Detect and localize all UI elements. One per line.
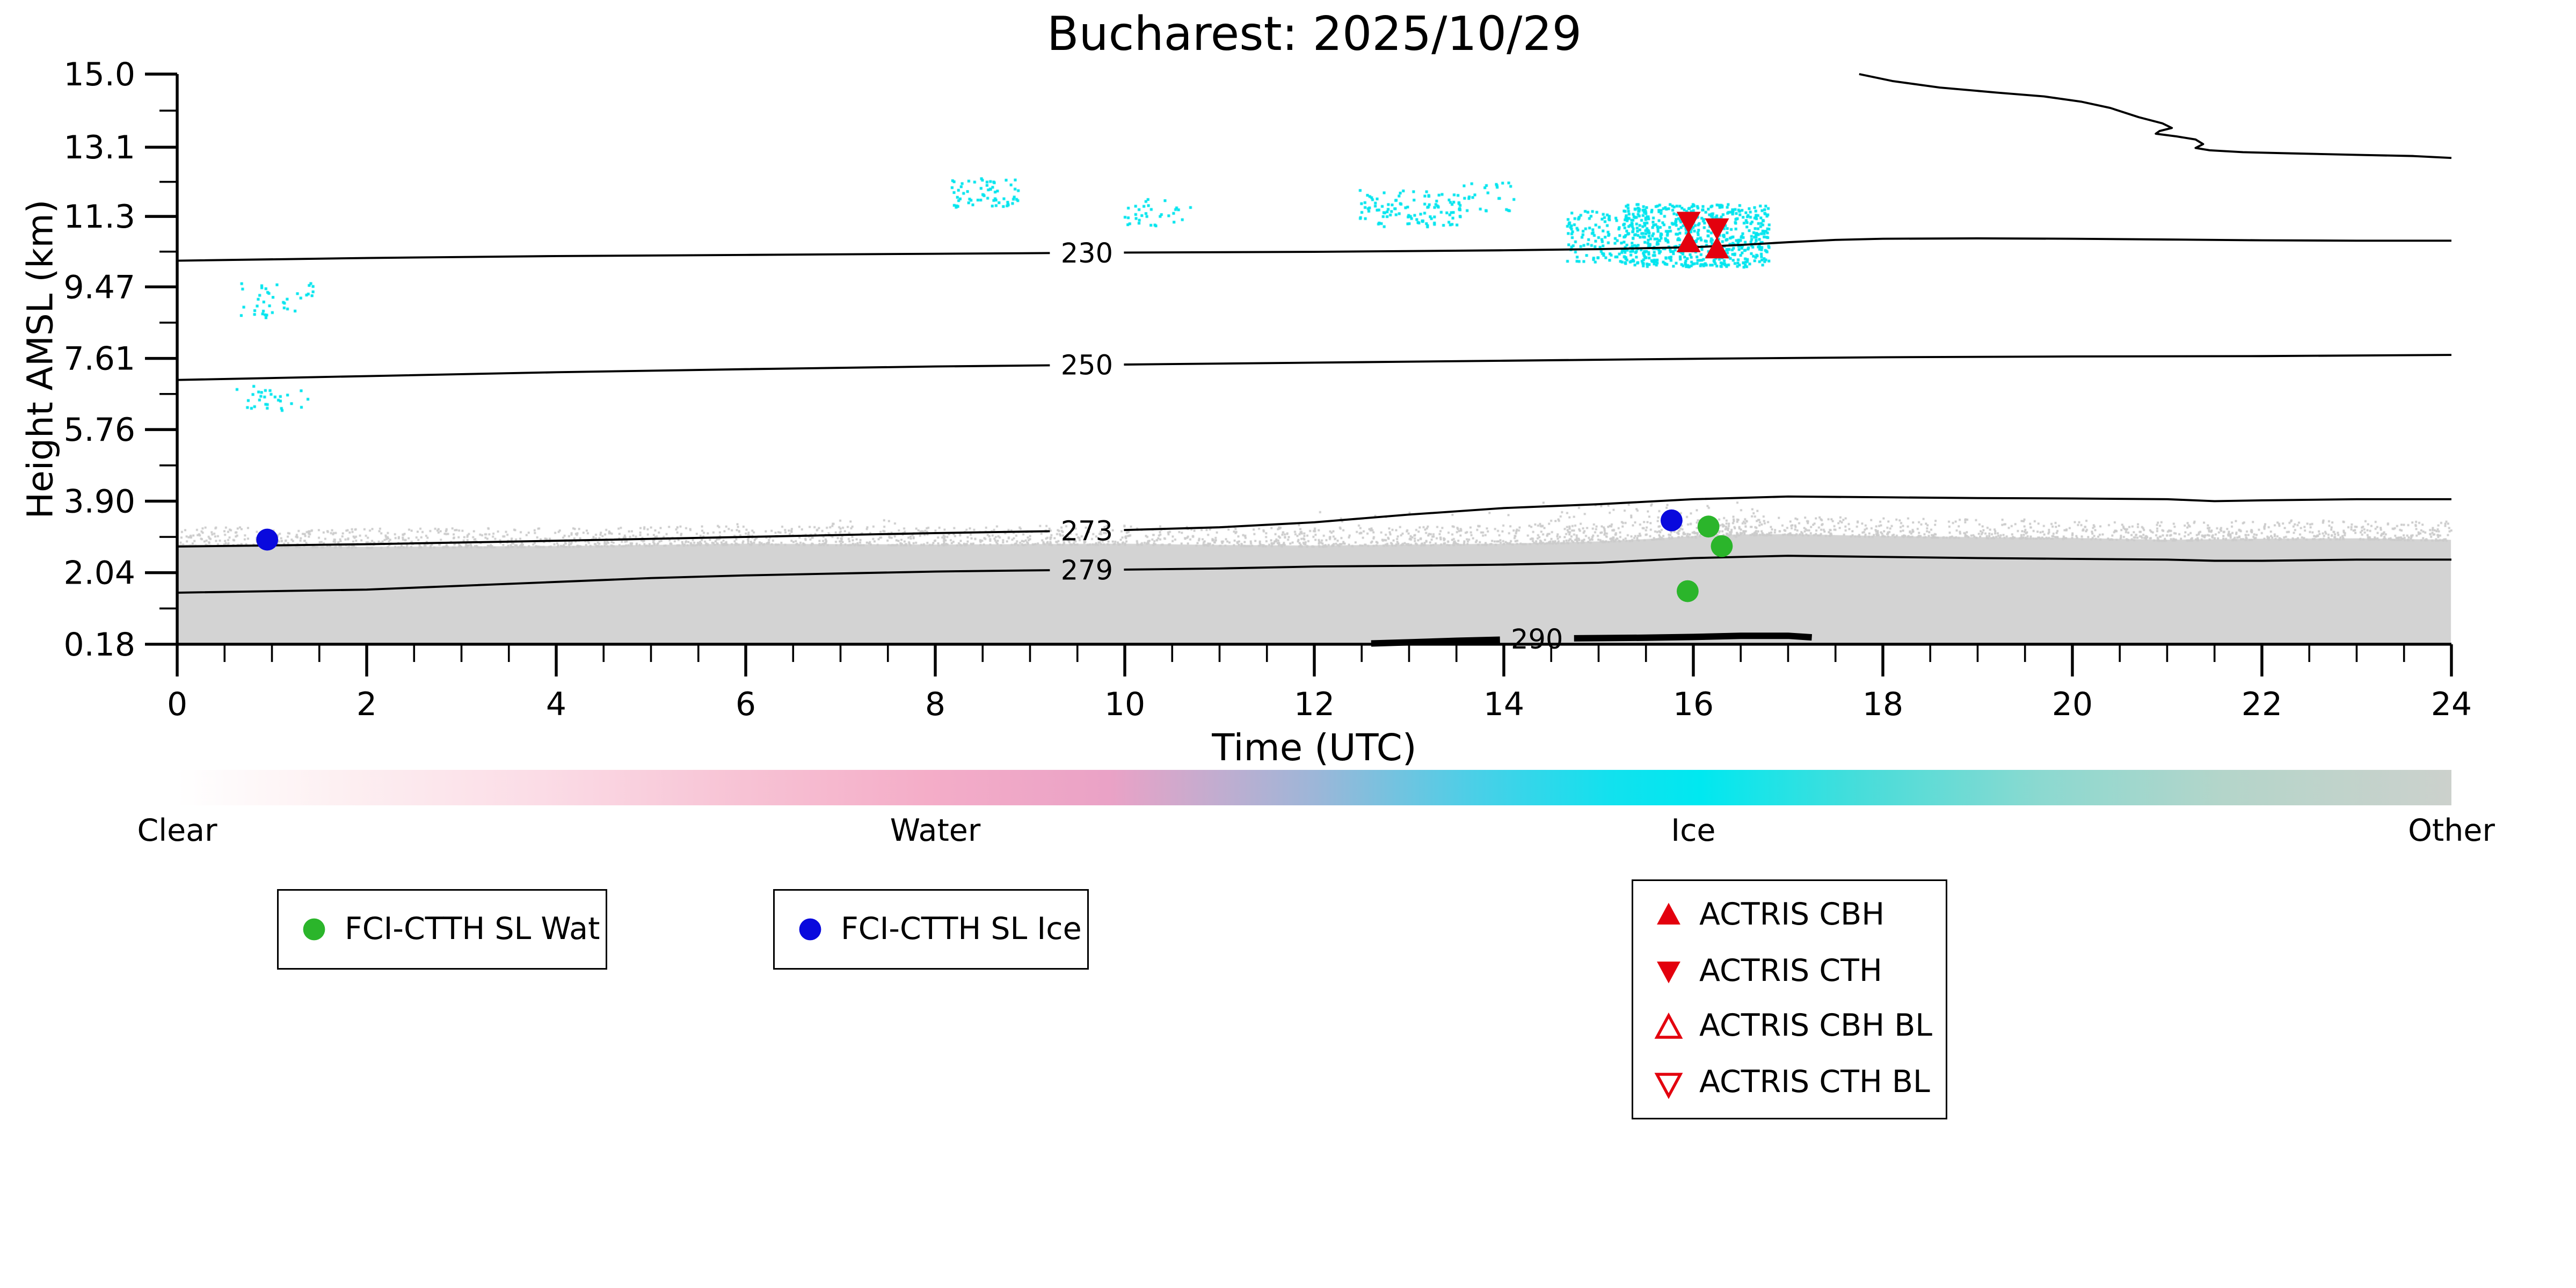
contour-250 bbox=[1124, 354, 2451, 366]
x-tick-label: 20 bbox=[2052, 686, 2093, 723]
marker-actris-cbh bbox=[1676, 230, 1701, 252]
chart-title: Bucharest: 2025/10/29 bbox=[1046, 6, 1582, 61]
x-tick-label: 2 bbox=[356, 686, 377, 723]
colorbar-label-clear: Clear bbox=[137, 813, 217, 849]
x-tick-label: 8 bbox=[925, 686, 945, 723]
markers bbox=[256, 212, 1733, 602]
contour-label-279: 279 bbox=[1061, 555, 1113, 587]
contour-290 bbox=[1574, 632, 1813, 642]
triangle-down-open-icon bbox=[1654, 1072, 1683, 1099]
x-axis-ticks: 0 2 4 6 8 10 12 14 16 18 20 22 24 bbox=[167, 644, 2472, 723]
contour-290 bbox=[1371, 636, 1500, 647]
y-tick-label: 15.0 bbox=[63, 56, 135, 93]
colorbar-label-water: Water bbox=[890, 813, 981, 849]
x-tick-label: 22 bbox=[2242, 686, 2282, 723]
contour-273 bbox=[177, 530, 1050, 548]
x-tick-label: 6 bbox=[736, 686, 756, 723]
x-tick-label: 18 bbox=[1862, 686, 1903, 723]
contour-273 bbox=[1124, 495, 2451, 532]
y-tick-label: 3.90 bbox=[63, 483, 135, 520]
isotherm-contours: 230 250 273 279 290 bbox=[177, 73, 2452, 656]
triangle-down-filled-icon bbox=[1657, 962, 1680, 984]
legend-fci-ctth-sl-ice: FCI-CTTH SL Ice bbox=[773, 889, 1089, 970]
legend-item-label: FCI-CTTH SL Ice bbox=[841, 911, 1082, 947]
marker-actris-cbh bbox=[1705, 236, 1729, 259]
x-tick-label: 24 bbox=[2431, 686, 2472, 723]
y-tick-label: 2.04 bbox=[63, 555, 135, 592]
legend-item-label: FCI-CTTH SL Wat bbox=[345, 911, 600, 947]
contour-250 bbox=[177, 364, 1050, 381]
circle-filled-icon bbox=[303, 918, 325, 941]
marker-fci-ctth-sl-wat bbox=[1676, 580, 1699, 602]
legend-item-label: ACTRIS CTH BL bbox=[1699, 1065, 1930, 1101]
legend-item-label: ACTRIS CTH bbox=[1699, 952, 1882, 988]
x-tick-label: 12 bbox=[1294, 686, 1335, 723]
contour-279 bbox=[177, 569, 1050, 594]
marker-fci-ctth-sl-ice bbox=[256, 528, 279, 551]
y-tick-label: 0.18 bbox=[63, 626, 135, 664]
contour-label-273: 273 bbox=[1061, 515, 1113, 547]
marker-fci-ctth-sl-wat bbox=[1697, 515, 1720, 538]
contour-label-250: 250 bbox=[1061, 350, 1113, 382]
circle-filled-icon bbox=[799, 918, 821, 941]
x-tick-label: 4 bbox=[546, 686, 566, 723]
colorbar bbox=[177, 769, 2451, 805]
legend-item-actris-cbh: ACTRIS CBH bbox=[1633, 899, 1946, 932]
legend-item-fci-ctth-sl-wat: FCI-CTTH SL Wat bbox=[279, 913, 606, 945]
legend-item-label: ACTRIS CBH bbox=[1699, 897, 1885, 933]
x-tick-label: 10 bbox=[1104, 686, 1145, 723]
contour-unlabeled bbox=[1859, 73, 2452, 159]
x-axis-label: Time (UTC) bbox=[1212, 728, 1417, 770]
contour-230 bbox=[1124, 237, 2451, 254]
y-tick-label: 11.3 bbox=[63, 198, 135, 236]
legend-actris: ACTRIS CBH ACTRIS CTH ACTRIS CBH BL ACTRIS … bbox=[1632, 879, 1947, 1119]
y-tick-label: 13.1 bbox=[63, 129, 135, 166]
contour-230 bbox=[177, 252, 1050, 262]
legend-item-fci-ctth-sl-ice: FCI-CTTH SL Ice bbox=[775, 913, 1087, 945]
triangle-up-open-icon bbox=[1654, 1012, 1683, 1039]
legend-item-label: ACTRIS CBH BL bbox=[1699, 1009, 1933, 1045]
contour-279 bbox=[1124, 555, 2451, 571]
legend-fci-ctth-sl-wat: FCI-CTTH SL Wat bbox=[277, 889, 607, 970]
colorbar-label-other: Other bbox=[2408, 813, 2495, 849]
triangle-up-filled-icon bbox=[1657, 903, 1680, 926]
y-tick-label: 7.61 bbox=[63, 340, 135, 378]
y-tick-label: 5.76 bbox=[63, 411, 135, 449]
y-axis-label: Height AMSL (km) bbox=[21, 199, 62, 519]
legend-item-actris-cth-bl: ACTRIS CTH BL bbox=[1633, 1067, 1946, 1100]
x-tick-label: 16 bbox=[1673, 686, 1714, 723]
marker-actris-cth bbox=[1676, 212, 1701, 234]
legend-item-actris-cbh-bl: ACTRIS CBH BL bbox=[1633, 1012, 1946, 1044]
contour-label-230: 230 bbox=[1061, 238, 1113, 270]
marker-fci-ctth-sl-wat bbox=[1711, 535, 1733, 557]
y-axis-ticks: 15.0 13.1 11.3 9.47 7.61 5.76 3.90 2.04 0.18 bbox=[63, 56, 178, 664]
x-tick-label: 14 bbox=[1483, 686, 1524, 723]
marker-fci-ctth-sl-ice bbox=[1660, 509, 1683, 532]
colorbar-label-ice: Ice bbox=[1671, 813, 1716, 849]
marker-actris-cth bbox=[1705, 218, 1729, 241]
contour-label-290: 290 bbox=[1511, 624, 1563, 656]
x-tick-label: 0 bbox=[167, 686, 187, 723]
y-tick-label: 9.47 bbox=[63, 268, 135, 306]
legend-item-actris-cth: ACTRIS CTH bbox=[1633, 955, 1946, 987]
